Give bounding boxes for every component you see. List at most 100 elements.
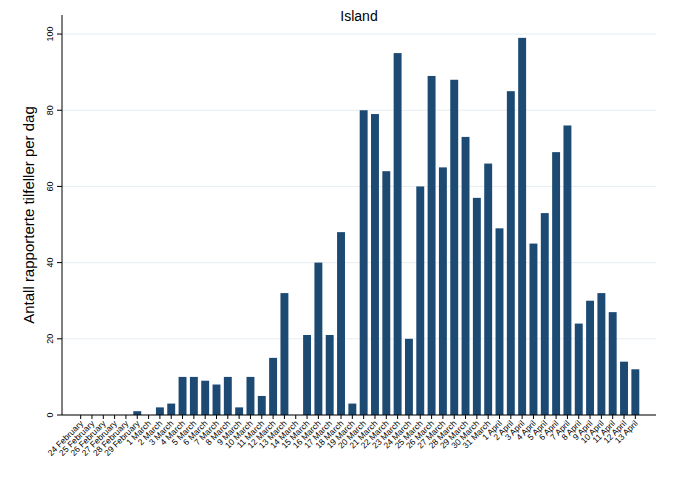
- x-tick: [182, 415, 183, 419]
- bar: [326, 335, 334, 415]
- bar: [303, 335, 311, 415]
- x-tick: [624, 415, 625, 419]
- bar: [235, 407, 243, 415]
- bar: [269, 358, 277, 415]
- x-tick: [431, 415, 432, 419]
- y-tick-label: 60: [45, 181, 55, 191]
- chart-svg: Island020406080100Antall rapporterte til…: [0, 0, 673, 490]
- bar: [213, 385, 221, 415]
- x-tick: [533, 415, 534, 419]
- x-tick: [465, 415, 466, 419]
- x-tick: [284, 415, 285, 419]
- y-tick-label: 20: [45, 334, 55, 344]
- x-tick: [341, 415, 342, 419]
- x-tick: [363, 415, 364, 419]
- y-tick: [57, 415, 62, 416]
- x-tick: [352, 415, 353, 419]
- chart-container: Island020406080100Antall rapporterte til…: [0, 0, 673, 490]
- bar: [405, 339, 413, 415]
- x-tick: [125, 415, 126, 419]
- bar: [439, 167, 447, 415]
- bar: [224, 377, 232, 415]
- bar: [360, 110, 368, 415]
- x-tick: [171, 415, 172, 419]
- x-tick: [193, 415, 194, 419]
- bar: [382, 171, 390, 415]
- x-tick: [488, 415, 489, 419]
- bar: [541, 213, 549, 415]
- x-tick: [216, 415, 217, 419]
- x-tick: [544, 415, 545, 419]
- grid-line: [62, 34, 656, 35]
- bar: [201, 381, 209, 415]
- y-tick-label: 40: [45, 258, 55, 268]
- x-tick: [91, 415, 92, 419]
- x-tick: [329, 415, 330, 419]
- bar: [609, 312, 617, 415]
- x-tick: [567, 415, 568, 419]
- x-tick: [227, 415, 228, 419]
- x-tick: [374, 415, 375, 419]
- x-axis: [62, 415, 656, 416]
- bar: [597, 293, 605, 415]
- x-tick: [159, 415, 160, 419]
- x-tick: [420, 415, 421, 419]
- x-tick: [103, 415, 104, 419]
- bar: [462, 137, 470, 415]
- bar: [167, 404, 175, 415]
- x-tick: [408, 415, 409, 419]
- bar: [133, 411, 141, 415]
- bar: [552, 152, 560, 415]
- y-tick-label: 0: [45, 412, 55, 417]
- bar: [179, 377, 187, 415]
- bar: [496, 228, 504, 415]
- x-tick: [318, 415, 319, 419]
- x-tick: [454, 415, 455, 419]
- bar: [563, 125, 571, 415]
- y-tick: [57, 110, 62, 111]
- x-tick: [250, 415, 251, 419]
- x-tick: [556, 415, 557, 419]
- bar: [314, 263, 322, 415]
- x-tick: [273, 415, 274, 419]
- grid-line: [62, 110, 656, 111]
- bar: [190, 377, 198, 415]
- bar: [428, 76, 436, 415]
- x-tick: [307, 415, 308, 419]
- bar: [280, 293, 288, 415]
- x-tick: [499, 415, 500, 419]
- grid-line: [62, 415, 656, 416]
- x-tick: [510, 415, 511, 419]
- x-tick: [590, 415, 591, 419]
- x-tick: [635, 415, 636, 419]
- y-tick: [57, 338, 62, 339]
- bar: [348, 404, 356, 415]
- bar: [450, 80, 458, 415]
- x-tick: [386, 415, 387, 419]
- x-tick: [578, 415, 579, 419]
- x-tick: [295, 415, 296, 419]
- x-tick: [397, 415, 398, 419]
- x-tick: [239, 415, 240, 419]
- bar: [620, 362, 628, 415]
- y-tick: [57, 262, 62, 263]
- bar: [631, 369, 639, 415]
- x-tick: [261, 415, 262, 419]
- title: Island: [340, 8, 377, 24]
- y-axis: [62, 15, 63, 415]
- bar: [337, 232, 345, 415]
- bar: [258, 396, 266, 415]
- bar: [156, 407, 164, 415]
- bar: [394, 53, 402, 415]
- x-tick: [148, 415, 149, 419]
- x-tick: [205, 415, 206, 419]
- y-tick: [57, 34, 62, 35]
- y-tick-label: 100: [45, 27, 55, 42]
- bar: [575, 324, 583, 415]
- x-tick: [137, 415, 138, 419]
- bar: [529, 244, 537, 415]
- bars: [133, 38, 639, 415]
- bar: [507, 91, 515, 415]
- x-tick: [442, 415, 443, 419]
- y-axis-label: Antall rapporterte tilfeller per dag: [20, 106, 37, 324]
